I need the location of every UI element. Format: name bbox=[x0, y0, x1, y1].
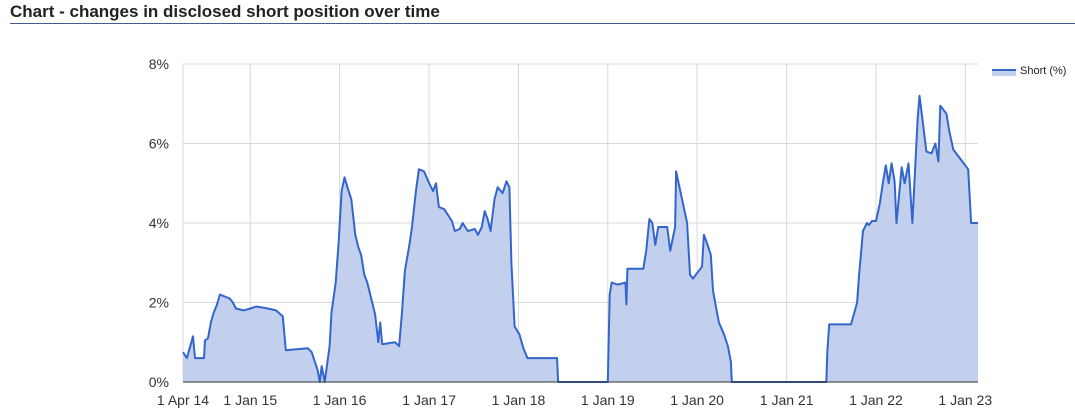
area-line bbox=[182, 94, 978, 383]
y-tick-label: 6% bbox=[149, 136, 169, 152]
legend-label: Short (%) bbox=[1020, 65, 1066, 77]
x-tick-label: 1 Jan 19 bbox=[581, 392, 635, 408]
x-tick-label: 1 Jan 22 bbox=[849, 392, 903, 408]
legend-swatch bbox=[992, 70, 1016, 76]
x-tick-label: 1 Jan 15 bbox=[223, 392, 277, 408]
y-tick-label: 2% bbox=[149, 295, 169, 311]
y-tick-label: 8% bbox=[149, 56, 169, 72]
x-tick-label: 1 Jan 17 bbox=[402, 392, 456, 408]
x-tick-label: 1 Apr 14 bbox=[157, 392, 209, 408]
y-tick-label: 0% bbox=[149, 374, 169, 390]
x-tick-label: 1 Jan 23 bbox=[938, 392, 992, 408]
x-tick-label: 1 Jan 18 bbox=[492, 392, 546, 408]
x-tick-label: 1 Jan 21 bbox=[760, 392, 814, 408]
area-fill bbox=[183, 95, 978, 383]
x-tick-label: 1 Jan 20 bbox=[670, 392, 724, 408]
chart-title: Chart - changes in disclosed short posit… bbox=[10, 2, 440, 21]
y-tick-label: 4% bbox=[149, 215, 169, 231]
x-tick-label: 1 Jan 16 bbox=[313, 392, 367, 408]
